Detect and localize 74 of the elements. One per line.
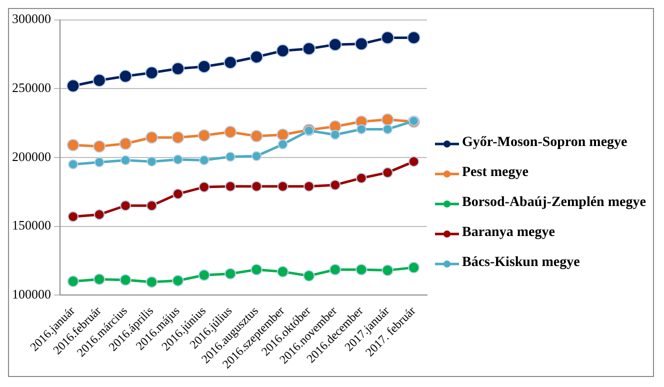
point (250, 50, 264, 64)
legend-label: Borsod-Abaúj-Zemplén megye (462, 194, 646, 210)
point (356, 124, 366, 134)
point (303, 270, 315, 282)
point (356, 264, 368, 276)
y-tick-label: 100000 (12, 286, 51, 302)
point (146, 200, 158, 212)
point (225, 152, 236, 162)
point (276, 44, 290, 58)
point (172, 274, 184, 286)
point (198, 129, 210, 142)
point (277, 180, 288, 192)
point (381, 113, 394, 126)
point (68, 159, 78, 170)
y-tick-label: 150000 (12, 218, 51, 233)
point (330, 130, 340, 140)
y-tick-label: 300000 (12, 11, 51, 26)
point (146, 131, 158, 144)
point (120, 200, 131, 212)
point (66, 79, 80, 92)
point (68, 211, 79, 222)
point (198, 269, 210, 281)
point (304, 180, 314, 192)
point (198, 60, 211, 74)
legend-label: Baranya megye (462, 224, 555, 240)
point (380, 31, 394, 44)
point (94, 273, 106, 286)
point (120, 155, 131, 166)
point (172, 131, 184, 144)
point (276, 266, 289, 278)
point (224, 126, 237, 138)
point (119, 137, 132, 150)
point (224, 180, 236, 192)
y-tick-label: 200000 (12, 148, 51, 164)
point (171, 62, 185, 76)
point (94, 157, 104, 168)
point (118, 70, 132, 83)
point (382, 264, 394, 276)
point (198, 182, 210, 192)
point (199, 155, 210, 166)
legend-label: Győr-Moson-Sopron megye (462, 134, 628, 150)
legend-label: Bács-Kiskun megye (462, 254, 580, 270)
point (302, 42, 316, 56)
point (66, 138, 80, 152)
point (172, 188, 184, 200)
point (224, 56, 237, 70)
legend-label: Pest megye (462, 164, 528, 180)
point (407, 31, 420, 44)
point (408, 156, 420, 167)
point (356, 172, 367, 184)
point (145, 66, 158, 80)
point (354, 37, 368, 50)
point (67, 276, 79, 288)
point (328, 38, 342, 52)
point (330, 180, 341, 190)
point (276, 128, 289, 141)
point (94, 209, 105, 220)
point (172, 154, 183, 165)
point (93, 140, 106, 153)
y-tick-label: 250000 (12, 80, 51, 96)
point (250, 130, 263, 142)
point (251, 180, 262, 192)
point (92, 74, 106, 87)
point (250, 264, 262, 276)
point (382, 167, 393, 178)
point (252, 151, 262, 162)
point (382, 124, 393, 134)
point (408, 262, 420, 274)
point (120, 274, 132, 286)
point (224, 268, 236, 280)
point (278, 139, 288, 150)
point (146, 276, 158, 288)
point (146, 156, 157, 167)
point (329, 264, 341, 276)
